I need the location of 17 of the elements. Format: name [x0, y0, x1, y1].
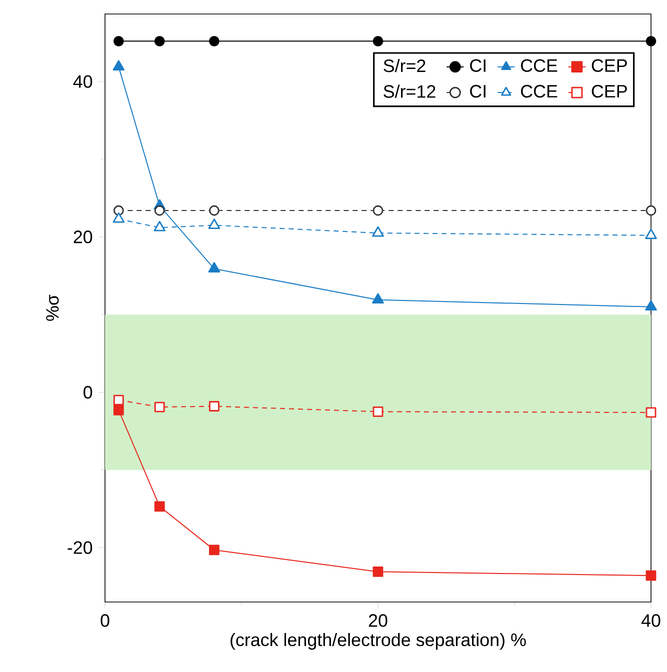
legend-label: CEP: [592, 59, 627, 72]
legend-label: CCE: [521, 59, 558, 72]
y-tick-label: 0: [84, 386, 92, 399]
x-tick-label: 20: [368, 614, 388, 627]
y-tick-label: 20: [74, 230, 92, 244]
legend-label: CEP: [592, 84, 627, 98]
y-tick-label: 40: [73, 75, 92, 88]
y-axis-title: %σ: [46, 294, 59, 321]
legend-label: CI: [470, 59, 486, 72]
legend-label: CI: [470, 84, 486, 98]
annotation: S/r=2: [384, 59, 426, 72]
legend-label: CCE: [521, 84, 558, 98]
x-tick-label: 40: [641, 614, 660, 627]
x-axis-title: (crack length/electrode separation) %: [230, 633, 526, 650]
x-tick-label: 0: [100, 614, 110, 627]
y-tick-label: -20: [68, 541, 92, 554]
annotation: S/r=12: [384, 84, 436, 98]
